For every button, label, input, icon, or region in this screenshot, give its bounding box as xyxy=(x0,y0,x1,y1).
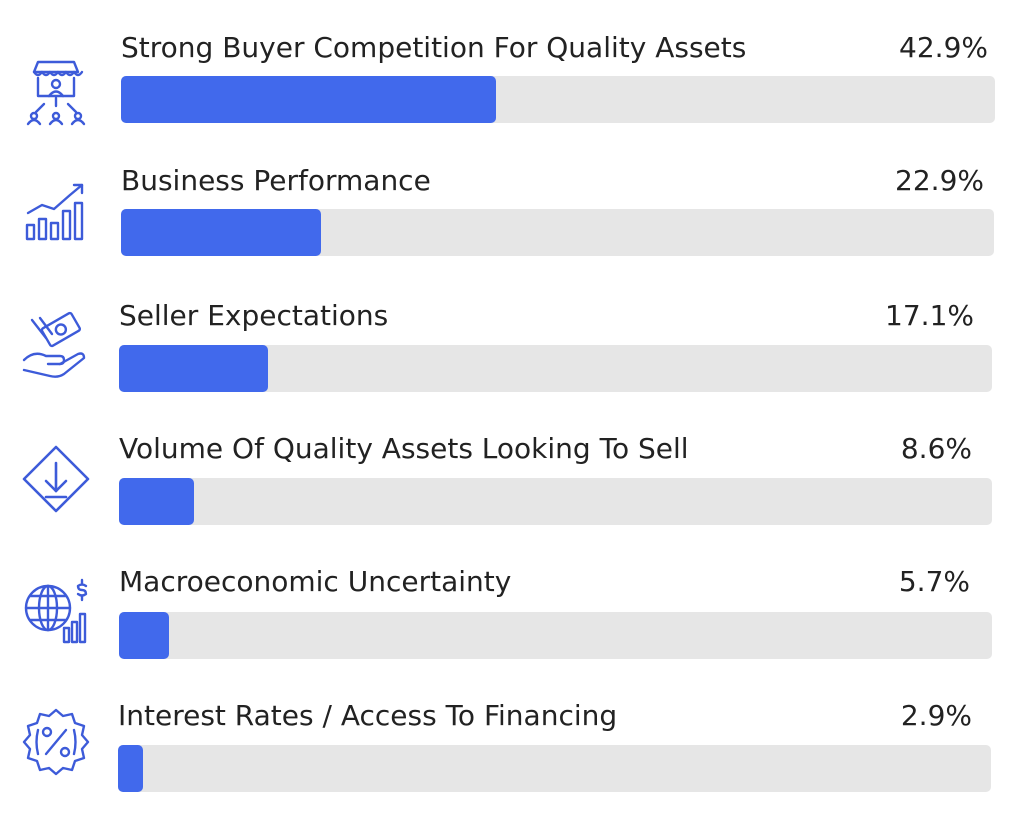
bar-label: Macroeconomic Uncertainty xyxy=(119,565,512,598)
chart-row: Strong Buyer Competition For Quality Ass… xyxy=(0,20,1024,140)
chart-row: Seller Expectations 17.1% xyxy=(0,290,1024,410)
bar xyxy=(119,345,269,392)
data-label: 22.9% xyxy=(895,164,984,197)
bar-track xyxy=(119,612,992,659)
bar-label: Interest Rates / Access To Financing xyxy=(118,699,618,732)
diamond-down-arrow-icon xyxy=(20,443,92,515)
bar-label: Business Performance xyxy=(121,164,431,197)
bar xyxy=(121,209,321,256)
bar-label: Seller Expectations xyxy=(119,299,389,332)
data-label: 5.7% xyxy=(898,565,970,598)
data-label: 42.9% xyxy=(899,31,988,64)
chart-row: Interest Rates / Access To Financing 2.9… xyxy=(0,690,1024,810)
bar xyxy=(119,478,195,525)
chart-row: Volume Of Quality Assets Looking To Sell… xyxy=(0,423,1024,543)
marketplace-buyers-icon xyxy=(20,54,92,126)
bar-track xyxy=(119,345,992,392)
bar-track xyxy=(119,478,992,525)
percent-badge-icon xyxy=(20,706,92,778)
bar-label: Strong Buyer Competition For Quality Ass… xyxy=(121,31,747,64)
bar xyxy=(119,612,169,659)
data-label: 8.6% xyxy=(900,432,972,465)
data-label: 2.9% xyxy=(900,699,972,732)
bar-label: Volume Of Quality Assets Looking To Sell xyxy=(119,432,689,465)
chart-row: Business Performance 22.9% xyxy=(0,153,1024,273)
bar xyxy=(118,745,144,792)
chart-row: Macroeconomic Uncertainty 5.7% xyxy=(0,556,1024,676)
bar-track xyxy=(118,745,991,792)
bar-track xyxy=(121,76,995,123)
hand-money-icon xyxy=(20,310,92,382)
data-label: 17.1% xyxy=(885,299,974,332)
growth-chart-icon xyxy=(20,177,92,249)
bar xyxy=(121,76,496,123)
bar-track xyxy=(121,209,994,256)
globe-dollar-chart-icon xyxy=(20,576,92,648)
